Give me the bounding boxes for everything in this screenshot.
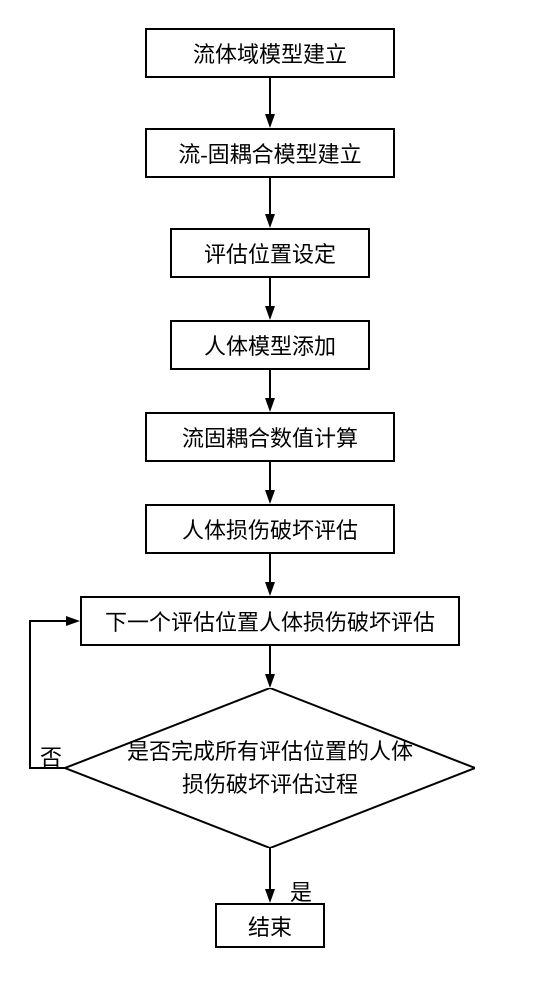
flow-node-n4: 人体模型添加 [170,320,370,370]
flow-node-n6: 人体损伤破坏评估 [145,504,395,554]
flow-node-n1: 流体域模型建立 [145,28,395,78]
flow-node-label: 评估位置设定 [204,237,336,269]
flow-node-label: 人体损伤破坏评估 [182,513,358,545]
flow-node-label: 结束 [248,910,292,942]
flow-node-n2: 流-固耦合模型建立 [145,128,395,178]
flow-node-label: 流体域模型建立 [193,37,347,69]
flow-node-n7: 下一个评估位置人体损伤破坏评估 [80,596,460,646]
flow-node-label: 流-固耦合模型建立 [178,137,361,169]
flow-node-label: 人体模型添加 [204,329,336,361]
flow-node-label: 流固耦合数值计算 [182,421,358,453]
flow-node-n3: 评估位置设定 [170,228,370,278]
flow-decision-label: 是否完成所有评估位置的人体 损伤破坏评估过程 [127,735,413,801]
flow-edge-label: 否 [40,740,62,772]
flow-node-n8: 结束 [215,903,325,948]
flow-decision-d1: 是否完成所有评估位置的人体 损伤破坏评估过程 [65,688,475,848]
flow-node-label: 下一个评估位置人体损伤破坏评估 [105,605,435,637]
flow-edge-label: 是 [290,875,312,907]
flow-node-n5: 流固耦合数值计算 [145,412,395,462]
